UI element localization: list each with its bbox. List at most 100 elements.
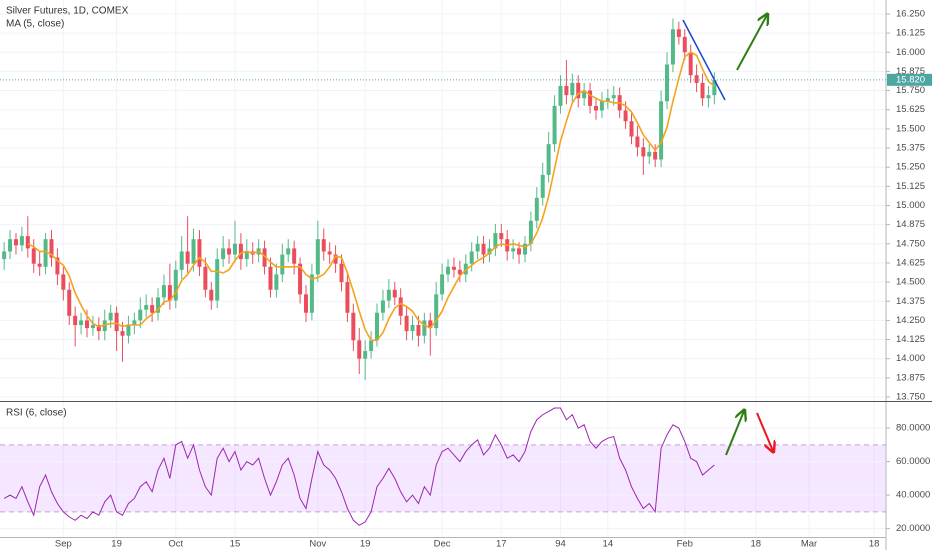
x-tick-label: 19 [111, 539, 122, 550]
candle-body [215, 259, 220, 301]
candle-body [487, 248, 492, 255]
candle-body [351, 312, 356, 341]
x-tick-label: 14 [603, 539, 614, 550]
candle-body [682, 36, 687, 53]
y-tick-label: 15.625 [896, 104, 925, 115]
candle-body [132, 320, 137, 325]
candle-body [209, 289, 214, 301]
candle-body [517, 248, 522, 255]
candle-body [576, 82, 581, 99]
y-tick-label: 15.125 [896, 181, 925, 192]
candle-body [410, 324, 415, 332]
chart-title: Silver Futures, 1D, COMEX [6, 6, 129, 17]
candle-body [451, 266, 456, 270]
y-tick-label: 15.375 [896, 143, 925, 154]
candle-body [440, 274, 445, 295]
rsi-band [0, 444, 886, 512]
y-tick-label: 13.875 [896, 372, 925, 383]
y-tick-label: 14.375 [896, 296, 925, 307]
candle-body [635, 136, 640, 148]
candle-body [647, 151, 652, 157]
y-tick-label: 14.250 [896, 315, 925, 326]
candle-body [558, 85, 563, 106]
candle-body [227, 248, 232, 255]
candle-body [321, 239, 326, 252]
candle-body [315, 239, 320, 275]
candle-body [90, 324, 95, 329]
candle-body [144, 305, 149, 310]
last-price-box [887, 73, 932, 86]
y-tick-label: 16.250 [896, 8, 925, 19]
x-tick-label: Sep [55, 539, 72, 550]
moving-average-line [27, 51, 715, 342]
candle-body [564, 85, 569, 96]
candle-body [55, 257, 60, 275]
y-tick-label: 80.0000 [896, 423, 930, 434]
candle-body [327, 251, 332, 255]
candle-body [191, 239, 196, 264]
grid [0, 0, 886, 537]
candle-body [522, 243, 527, 255]
y-tick-label: 15.000 [896, 200, 925, 211]
candle-body [641, 147, 646, 157]
candle-body [173, 269, 178, 301]
candle-body [611, 95, 616, 99]
x-tick-label: Feb [677, 539, 693, 550]
candle-body [268, 266, 273, 290]
candle-body [481, 243, 486, 255]
last-price-label: 15.820 [896, 74, 925, 85]
candle-body [120, 331, 125, 336]
candle-body [31, 248, 36, 264]
candle-body [292, 248, 297, 264]
candle-body [605, 98, 610, 102]
candle-body [676, 29, 681, 37]
candle-body [599, 101, 604, 111]
candle-body [570, 82, 575, 96]
up-arrow [736, 15, 767, 71]
candle-body [493, 233, 498, 249]
candle-body [552, 105, 557, 145]
candle-body [49, 239, 54, 258]
y-tick-label: 14.000 [896, 353, 925, 364]
y-tick-label: 14.875 [896, 219, 925, 230]
candle-body [375, 312, 380, 341]
candle-body [43, 239, 48, 267]
candle-body [404, 315, 409, 332]
candle-body [19, 236, 24, 246]
candle-body [333, 254, 338, 264]
candle-body [422, 320, 427, 336]
candle-body [179, 251, 184, 270]
x-tick-label: 17 [496, 539, 507, 550]
candle-body [114, 312, 119, 332]
candle-body [126, 324, 131, 336]
y-tick-label: 15.250 [896, 162, 925, 173]
x-tick-label: Mar [801, 539, 817, 550]
candle-body [369, 340, 374, 352]
rsi-line [3, 407, 715, 526]
y-tick-label: 15.750 [896, 85, 925, 96]
candle-body [593, 105, 598, 111]
marks [2, 18, 717, 526]
y-tick-label: 14.750 [896, 238, 925, 249]
candle-body [499, 233, 504, 240]
y-tick-label: 40.0000 [896, 490, 930, 501]
y-tick-label: 14.625 [896, 257, 925, 268]
rsi-up-arrow [725, 411, 744, 456]
candle-body [303, 294, 308, 313]
candle-body [392, 289, 397, 298]
candle-body [185, 251, 190, 264]
candle-body [85, 320, 90, 329]
candle-body [108, 312, 113, 321]
x-tick-label: 18 [869, 539, 880, 550]
y-tick-label: 15.500 [896, 123, 925, 134]
candle-body [659, 101, 664, 160]
candle-body [298, 263, 303, 295]
candle-body [528, 220, 533, 244]
x-tick-label: 19 [360, 539, 371, 550]
x-tick-label: Nov [309, 539, 326, 550]
candle-body [339, 263, 344, 283]
candle-body [380, 300, 385, 313]
candle-body [37, 263, 42, 267]
candle-body [156, 297, 161, 313]
